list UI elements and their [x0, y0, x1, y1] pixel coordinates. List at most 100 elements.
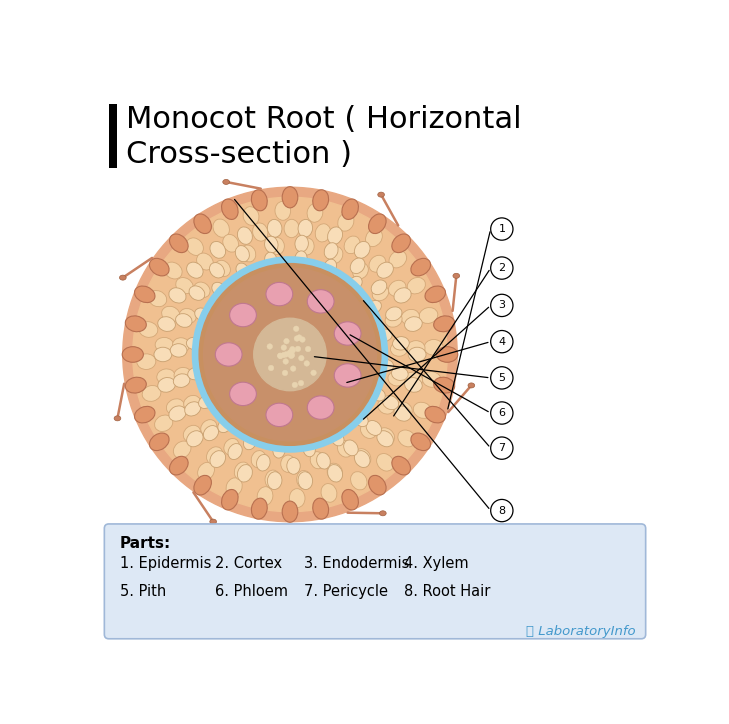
- Ellipse shape: [282, 187, 297, 208]
- Ellipse shape: [365, 229, 382, 247]
- Ellipse shape: [273, 442, 285, 458]
- Ellipse shape: [174, 374, 190, 387]
- Ellipse shape: [391, 367, 408, 380]
- Ellipse shape: [413, 403, 432, 418]
- Ellipse shape: [354, 241, 370, 258]
- Text: 1. Epidermis: 1. Epidermis: [120, 556, 211, 571]
- Ellipse shape: [189, 286, 205, 300]
- Ellipse shape: [166, 399, 184, 414]
- Circle shape: [491, 367, 513, 389]
- Text: Parts:: Parts:: [120, 536, 171, 551]
- Text: 6. Phloem: 6. Phloem: [215, 584, 288, 599]
- Ellipse shape: [351, 471, 367, 490]
- Ellipse shape: [354, 449, 371, 466]
- Ellipse shape: [303, 441, 316, 457]
- Ellipse shape: [122, 347, 144, 362]
- Text: Ⓛ LaboratoryInfo: Ⓛ LaboratoryInfo: [526, 625, 636, 638]
- Circle shape: [288, 353, 294, 358]
- Ellipse shape: [394, 402, 412, 418]
- Ellipse shape: [155, 337, 174, 353]
- Circle shape: [491, 437, 513, 459]
- Circle shape: [199, 264, 381, 445]
- Ellipse shape: [295, 251, 307, 266]
- Ellipse shape: [353, 263, 368, 279]
- Ellipse shape: [149, 258, 169, 276]
- Ellipse shape: [157, 369, 175, 384]
- Bar: [109, 104, 117, 168]
- Ellipse shape: [401, 309, 419, 325]
- Circle shape: [299, 355, 304, 361]
- Ellipse shape: [198, 463, 214, 480]
- Ellipse shape: [380, 510, 386, 515]
- Ellipse shape: [236, 263, 249, 278]
- Circle shape: [289, 353, 295, 358]
- Ellipse shape: [125, 316, 147, 332]
- Circle shape: [491, 500, 513, 522]
- Ellipse shape: [453, 273, 460, 278]
- Ellipse shape: [350, 258, 365, 274]
- Ellipse shape: [391, 342, 408, 356]
- Ellipse shape: [377, 262, 394, 278]
- Circle shape: [203, 268, 376, 441]
- Circle shape: [283, 358, 289, 364]
- Circle shape: [491, 330, 513, 353]
- Ellipse shape: [437, 347, 458, 362]
- Ellipse shape: [252, 223, 268, 241]
- Ellipse shape: [266, 403, 293, 426]
- Ellipse shape: [342, 199, 359, 219]
- Circle shape: [192, 257, 388, 452]
- Ellipse shape: [422, 371, 441, 387]
- Ellipse shape: [252, 190, 268, 211]
- Ellipse shape: [377, 431, 394, 447]
- Circle shape: [298, 380, 304, 386]
- Circle shape: [286, 350, 292, 356]
- Ellipse shape: [184, 395, 200, 411]
- Circle shape: [277, 353, 283, 358]
- Text: 5: 5: [499, 373, 505, 383]
- Ellipse shape: [157, 377, 176, 392]
- Ellipse shape: [370, 388, 385, 401]
- Ellipse shape: [257, 487, 273, 505]
- Ellipse shape: [378, 399, 394, 414]
- Text: 1: 1: [499, 224, 505, 234]
- Circle shape: [122, 188, 457, 522]
- Ellipse shape: [215, 261, 230, 277]
- Circle shape: [491, 294, 513, 316]
- Ellipse shape: [366, 421, 381, 435]
- Ellipse shape: [142, 385, 161, 401]
- Ellipse shape: [373, 285, 389, 300]
- Ellipse shape: [328, 247, 343, 264]
- Ellipse shape: [327, 463, 343, 481]
- Ellipse shape: [206, 447, 223, 464]
- Text: Cross-section ): Cross-section ): [125, 140, 351, 169]
- Ellipse shape: [289, 489, 305, 508]
- Ellipse shape: [307, 203, 323, 222]
- Circle shape: [290, 348, 295, 353]
- Circle shape: [289, 346, 295, 352]
- Ellipse shape: [344, 236, 360, 253]
- Ellipse shape: [342, 489, 359, 510]
- Ellipse shape: [265, 470, 280, 489]
- Ellipse shape: [222, 199, 238, 219]
- Ellipse shape: [348, 277, 362, 290]
- Ellipse shape: [300, 238, 314, 255]
- Ellipse shape: [252, 498, 268, 519]
- Circle shape: [295, 346, 300, 352]
- Ellipse shape: [243, 206, 259, 225]
- Ellipse shape: [164, 262, 182, 279]
- Ellipse shape: [419, 308, 438, 324]
- Ellipse shape: [334, 321, 361, 345]
- Ellipse shape: [408, 348, 426, 362]
- Ellipse shape: [425, 286, 445, 303]
- Circle shape: [267, 344, 273, 349]
- Circle shape: [288, 352, 293, 358]
- Text: 4: 4: [498, 337, 505, 347]
- Ellipse shape: [313, 190, 329, 211]
- Ellipse shape: [408, 277, 426, 294]
- Ellipse shape: [281, 455, 295, 472]
- Text: 3. Endodermis: 3. Endodermis: [304, 556, 409, 571]
- Ellipse shape: [354, 413, 368, 426]
- Ellipse shape: [194, 476, 211, 495]
- Ellipse shape: [120, 275, 126, 280]
- Circle shape: [278, 353, 284, 359]
